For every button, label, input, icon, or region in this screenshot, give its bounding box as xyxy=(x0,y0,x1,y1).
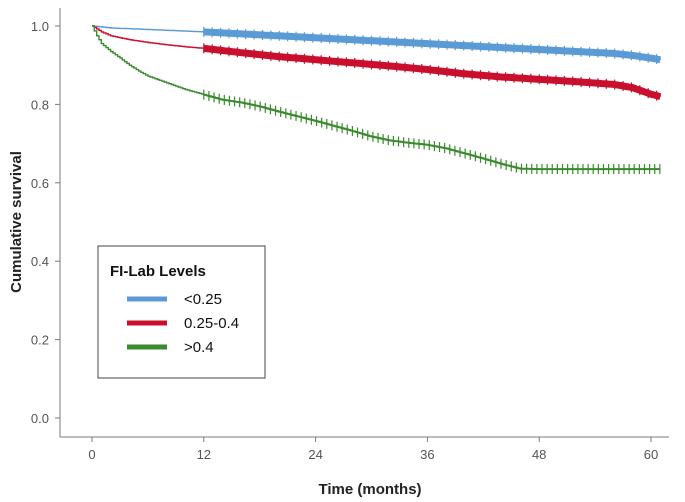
x-tick-label: 0 xyxy=(88,447,95,462)
tick-group: 0 12 24 36 48 60 0.0 0.2 0.4 0.6 0.8 1.0 xyxy=(31,19,658,462)
series-line xyxy=(92,25,661,170)
legend-label-2: >0.4 xyxy=(184,339,214,356)
legend-title: FI-Lab Levels xyxy=(110,263,206,280)
y-tick-label: 0.2 xyxy=(31,333,49,348)
y-tick-label: 0.0 xyxy=(31,411,49,426)
x-tick-label: 48 xyxy=(532,447,546,462)
y-axis-title: Cumulative survival xyxy=(8,151,25,293)
y-tick-label: 0.8 xyxy=(31,97,49,112)
series-1 xyxy=(92,25,662,101)
series-2 xyxy=(92,25,661,175)
censor-band xyxy=(203,93,661,171)
x-tick-label: 24 xyxy=(308,447,322,462)
y-tick-label: 1.0 xyxy=(31,19,49,34)
series-0 xyxy=(92,25,662,65)
legend-box xyxy=(97,245,266,379)
x-axis-title: Time (months) xyxy=(318,481,421,498)
x-tick-label: 60 xyxy=(644,447,658,462)
y-tick-label: 0.6 xyxy=(31,176,49,191)
x-tick-label: 12 xyxy=(197,447,211,462)
y-tick-label: 0.4 xyxy=(31,254,49,269)
censor-band xyxy=(202,44,662,100)
legend-label-1: 0.25-0.4 xyxy=(184,315,239,332)
legend: FI-Lab Levels <0.25 0.25-0.4 >0.4 xyxy=(97,245,266,379)
x-tick-label: 36 xyxy=(420,447,434,462)
legend-label-0: <0.25 xyxy=(184,291,222,308)
series-group xyxy=(92,25,662,175)
censor-band xyxy=(202,28,662,64)
